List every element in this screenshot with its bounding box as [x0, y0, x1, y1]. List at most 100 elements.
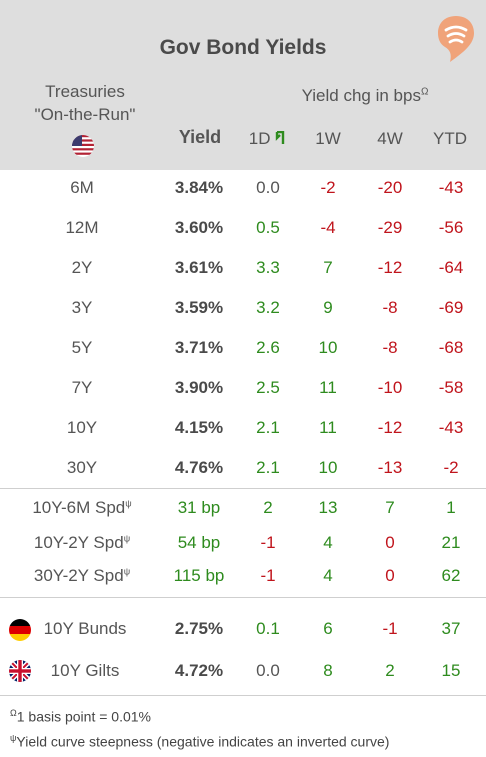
change-ytd: 37: [441, 619, 461, 638]
row-label: 12M: [65, 218, 99, 237]
change-1d: 0.1: [256, 619, 280, 638]
change-1w: 10: [318, 458, 338, 477]
change-1d: 3.2: [256, 298, 280, 317]
change-ytd: -68: [438, 338, 464, 357]
change-1w: 10: [318, 338, 338, 357]
change-1d: 2.6: [256, 338, 280, 357]
change-1d: 3.3: [256, 258, 280, 277]
change-1d: 2.5: [256, 378, 280, 397]
change-1d: 0.5: [256, 218, 280, 237]
sort-arrow-icon: [276, 130, 285, 144]
treasuries-label: Treasuries "On-the-Run": [34, 82, 136, 124]
yield-value: 3.60%: [174, 218, 224, 237]
spread-value: 31 bp: [177, 498, 221, 517]
section-divider: [0, 597, 486, 598]
table-row: 12M 3.60% 0.5 -4 -29 -56: [0, 218, 486, 242]
yield-value: 2.75%: [174, 619, 224, 638]
yield-value: 4.76%: [174, 458, 224, 477]
row-label: 10Y-6M Spdψ: [32, 498, 132, 517]
change-4w: -12: [377, 418, 403, 437]
change-1w: 13: [318, 498, 338, 517]
change-4w: -8: [382, 338, 398, 357]
yield-value: 3.61%: [174, 258, 224, 277]
table-row: 10Y 4.15% 2.1 11 -12 -43: [0, 418, 486, 442]
change-4w: 7: [385, 498, 395, 517]
uk-flag-icon: [9, 660, 31, 682]
change-1w: 9: [323, 298, 333, 317]
row-label: 10Y Bunds: [43, 619, 127, 638]
change-4w: 0: [385, 566, 395, 585]
section-divider: [0, 695, 486, 696]
change-ytd: 21: [441, 533, 461, 552]
table-row: 5Y 3.71% 2.6 10 -8 -68: [0, 338, 486, 362]
change-4w: -12: [377, 258, 403, 277]
table-row: 10Y Gilts 4.72% 0.0 8 2 15: [0, 661, 486, 685]
change-ytd: 15: [441, 661, 461, 680]
row-label: 30Y: [66, 458, 98, 477]
change-4w: -10: [377, 378, 403, 397]
change-1w: 6: [323, 619, 333, 638]
change-1w: -4: [320, 218, 336, 237]
column-header-4w: 4W: [377, 129, 403, 148]
change-1d: 0.0: [256, 661, 280, 680]
table-row: 3Y 3.59% 3.2 9 -8 -69: [0, 298, 486, 322]
column-header-ytd: YTD: [433, 129, 467, 148]
change-1d: 2: [263, 498, 273, 517]
page-title: Gov Bond Yields: [159, 36, 327, 59]
row-label: 10Y: [66, 418, 98, 437]
change-1w: 8: [323, 661, 333, 680]
table-row: 6M 3.84% 0.0 -2 -20 -43: [0, 178, 486, 202]
change-ytd: 1: [446, 498, 456, 517]
row-label: 3Y: [71, 298, 93, 317]
change-1d: 2.1: [256, 418, 280, 437]
yield-column-header: Yield: [178, 127, 222, 147]
change-ytd: -43: [438, 178, 464, 197]
logo-icon: [438, 16, 474, 62]
change-ytd: -58: [438, 378, 464, 397]
us-flag-icon: [72, 135, 94, 157]
change-4w: -13: [377, 458, 403, 477]
row-label: 10Y-2Y Spdψ: [33, 533, 131, 552]
spread-row: 10Y-2Y Spdψ 54 bp -1 4 0 21: [0, 533, 486, 557]
change-4w: -8: [382, 298, 398, 317]
footnote-basis-point: Ω1 basis point = 0.01%: [10, 708, 151, 725]
table-row: 7Y 3.90% 2.5 11 -10 -58: [0, 378, 486, 402]
row-label: 7Y: [71, 378, 93, 397]
row-label: 5Y: [71, 338, 93, 357]
change-4w: 2: [385, 661, 395, 680]
change-1w: 11: [319, 418, 337, 437]
spread-row: 10Y-6M Spdψ 31 bp 2 13 7 1: [0, 498, 486, 522]
change-1w: -2: [320, 178, 336, 197]
change-4w: -1: [382, 619, 398, 638]
column-header-1w: 1W: [315, 129, 341, 148]
yield-change-header: Yield chg in bpsΩ: [301, 86, 429, 105]
column-header-1d: 1D: [246, 129, 290, 149]
change-1d: -1: [260, 533, 276, 552]
change-1d: 2.1: [256, 458, 280, 477]
change-1w: 4: [323, 533, 333, 552]
germany-flag-icon: [9, 619, 31, 641]
change-4w: -29: [377, 218, 403, 237]
change-4w: -20: [377, 178, 403, 197]
change-ytd: -56: [438, 218, 464, 237]
row-label: 30Y-2Y Spdψ: [33, 566, 131, 585]
table-row: 2Y 3.61% 3.3 7 -12 -64: [0, 258, 486, 282]
table-row: 30Y 4.76% 2.1 10 -13 -2: [0, 458, 486, 482]
change-ytd: -2: [443, 458, 459, 477]
change-ytd: -69: [438, 298, 464, 317]
row-label: 2Y: [71, 258, 93, 277]
change-ytd: -43: [438, 418, 464, 437]
yield-value: 3.59%: [174, 298, 224, 317]
spread-value: 115 bp: [173, 566, 225, 585]
section-divider: [0, 488, 486, 489]
row-label: 10Y Gilts: [50, 661, 120, 680]
change-ytd: 62: [441, 566, 461, 585]
change-1d: -1: [260, 566, 276, 585]
change-1d: 0.0: [256, 178, 280, 197]
yield-value: 4.72%: [174, 661, 224, 680]
change-1w: 4: [323, 566, 333, 585]
footnote-yield-curve: ψYield curve steepness (negative indicat…: [10, 733, 390, 750]
change-1w: 11: [319, 378, 337, 397]
yield-value: 3.90%: [174, 378, 224, 397]
change-1w: 7: [323, 258, 333, 277]
